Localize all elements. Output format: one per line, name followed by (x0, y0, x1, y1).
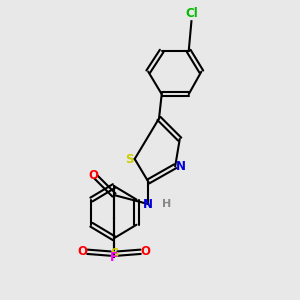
Text: N: N (176, 160, 186, 173)
Text: F: F (110, 251, 118, 264)
Text: O: O (77, 245, 87, 258)
Text: O: O (140, 245, 151, 258)
Text: Cl: Cl (185, 8, 198, 20)
Text: H: H (162, 199, 171, 209)
Text: S: S (110, 247, 118, 260)
Text: O: O (89, 169, 99, 182)
Text: S: S (125, 152, 134, 166)
Text: N: N (143, 197, 153, 211)
